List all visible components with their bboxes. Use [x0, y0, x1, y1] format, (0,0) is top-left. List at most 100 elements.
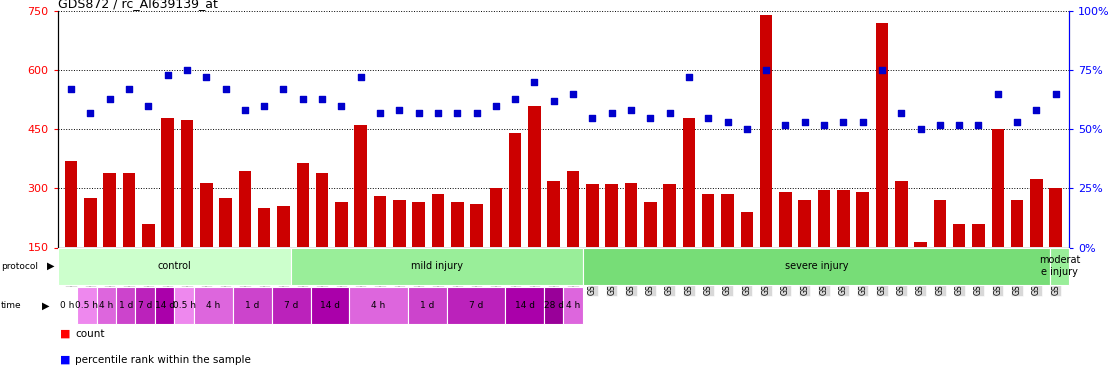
Bar: [586, 184, 598, 248]
Point: [680, 74, 698, 80]
Bar: [583, 248, 1049, 285]
Text: ■: ■: [60, 355, 74, 365]
Bar: [779, 192, 792, 248]
Bar: [233, 287, 271, 324]
Point: [158, 72, 176, 78]
Text: ▶: ▶: [42, 301, 50, 310]
Bar: [181, 120, 193, 248]
Text: severe injury: severe injury: [784, 261, 848, 271]
Bar: [1049, 188, 1061, 248]
Bar: [505, 287, 544, 324]
Point: [912, 126, 930, 132]
Bar: [895, 180, 907, 248]
Bar: [529, 106, 541, 248]
Point: [699, 114, 717, 120]
Bar: [509, 133, 522, 248]
Bar: [291, 248, 583, 285]
Bar: [258, 208, 270, 248]
Point: [62, 86, 80, 92]
Bar: [564, 287, 583, 324]
Bar: [58, 287, 78, 324]
Point: [622, 108, 639, 114]
Bar: [740, 212, 753, 248]
Bar: [875, 23, 889, 248]
Text: ■: ■: [60, 329, 74, 339]
Bar: [1030, 178, 1043, 248]
Text: 7 d: 7 d: [138, 301, 152, 310]
Bar: [155, 287, 174, 324]
Bar: [194, 287, 233, 324]
Bar: [84, 198, 96, 248]
Point: [120, 86, 137, 92]
Bar: [199, 183, 213, 248]
Point: [140, 103, 157, 109]
Text: moderat
e injury: moderat e injury: [1039, 255, 1080, 277]
Bar: [271, 287, 310, 324]
Bar: [644, 202, 657, 248]
Bar: [625, 183, 637, 248]
Point: [931, 122, 948, 128]
Point: [564, 91, 582, 97]
Point: [1047, 91, 1065, 97]
Point: [796, 119, 813, 125]
Bar: [934, 200, 946, 248]
Point: [1008, 119, 1026, 125]
Bar: [116, 287, 135, 324]
Point: [660, 110, 678, 116]
Text: protocol: protocol: [1, 262, 38, 271]
Bar: [721, 194, 733, 248]
Point: [506, 96, 524, 102]
Bar: [547, 180, 560, 248]
Bar: [65, 161, 78, 248]
Point: [584, 114, 602, 120]
Point: [738, 126, 756, 132]
Text: 14 d: 14 d: [155, 301, 175, 310]
Bar: [683, 117, 695, 248]
Point: [255, 103, 273, 109]
Text: 4 h: 4 h: [371, 301, 386, 310]
Bar: [432, 194, 444, 248]
Bar: [408, 287, 447, 324]
Bar: [393, 200, 406, 248]
Point: [854, 119, 872, 125]
Text: mild injury: mild injury: [411, 261, 463, 271]
Point: [757, 67, 774, 73]
Text: 4 h: 4 h: [566, 301, 581, 310]
Text: 0.5 h: 0.5 h: [75, 301, 99, 310]
Bar: [103, 172, 116, 248]
Text: 14 d: 14 d: [320, 301, 340, 310]
Text: percentile rank within the sample: percentile rank within the sample: [75, 355, 252, 365]
Bar: [972, 224, 985, 248]
Bar: [219, 198, 232, 248]
Text: control: control: [157, 261, 192, 271]
Bar: [953, 224, 965, 248]
Point: [429, 110, 447, 116]
Bar: [702, 194, 715, 248]
Point: [1027, 108, 1045, 114]
Point: [236, 108, 254, 114]
Bar: [335, 202, 348, 248]
Text: GDS872 / rc_AI639139_at: GDS872 / rc_AI639139_at: [58, 0, 217, 10]
Text: ▶: ▶: [47, 261, 54, 271]
Bar: [310, 287, 349, 324]
Point: [217, 86, 235, 92]
Bar: [78, 287, 96, 324]
Point: [275, 86, 293, 92]
Point: [777, 122, 794, 128]
Text: 28 d: 28 d: [544, 301, 564, 310]
Bar: [1010, 200, 1024, 248]
Bar: [447, 287, 505, 324]
Bar: [412, 202, 424, 248]
Text: 4 h: 4 h: [99, 301, 113, 310]
Point: [642, 114, 659, 120]
Bar: [451, 202, 463, 248]
Point: [951, 122, 968, 128]
Bar: [355, 125, 367, 248]
Point: [970, 122, 987, 128]
Point: [390, 108, 408, 114]
Point: [873, 67, 891, 73]
Point: [719, 119, 737, 125]
Point: [294, 96, 311, 102]
Bar: [760, 15, 772, 248]
Text: 1 d: 1 d: [245, 301, 259, 310]
